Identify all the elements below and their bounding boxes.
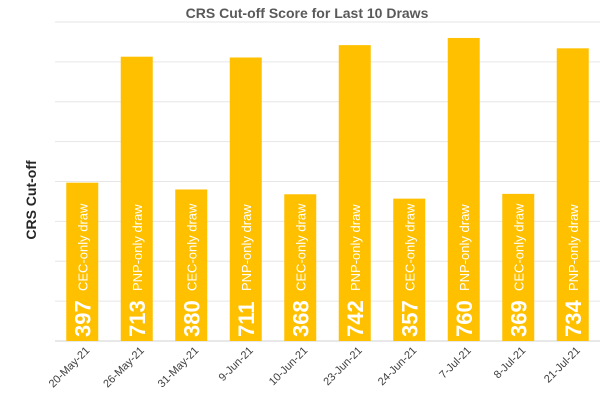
- bar-value-label: 357: [397, 300, 422, 337]
- bar-annotation: CEC-only draw: [511, 203, 526, 291]
- bar-annotation: CEC-only draw: [402, 203, 417, 291]
- x-tick-label: 26-May-21: [101, 345, 147, 391]
- bar-value-label: 397: [70, 300, 95, 337]
- bar-value-label: 760: [452, 300, 477, 337]
- bar-group: 760 PNP-only draw: [447, 37, 480, 341]
- bar: [175, 189, 208, 341]
- bar-group: 368 CEC-only draw: [284, 194, 317, 341]
- x-tick-label: 31-May-21: [156, 345, 202, 391]
- bar-value-label: 368: [288, 300, 313, 337]
- bar: [502, 193, 535, 341]
- bar: [393, 198, 426, 341]
- bar: [120, 56, 153, 341]
- x-tick-label: 7-Jul-21: [437, 345, 474, 382]
- bar-value-label: 711: [234, 302, 259, 338]
- bar-value-label: 713: [125, 300, 150, 337]
- bar-group: 734 PNP-only draw: [556, 48, 589, 341]
- bar-group: 369 CEC-only draw: [502, 193, 535, 341]
- x-tick-label: 10-Jun-21: [267, 345, 311, 389]
- bar-annotation: CEC-only draw: [75, 203, 90, 291]
- x-tick-label: 9-Jun-21: [217, 345, 256, 384]
- bar-annotation: PNP-only draw: [566, 204, 581, 291]
- bar: [556, 48, 589, 341]
- x-tick-label: 8-Jul-21: [492, 345, 529, 382]
- x-axis-ticks: 20-May-21 26-May-21 31-May-21 9-Jun-21 10-Ju…: [47, 345, 583, 391]
- bar-annotation: PNP-only draw: [457, 204, 472, 291]
- bar-group: 357 CEC-only draw: [393, 198, 426, 341]
- x-tick-label: 20-May-21: [47, 345, 93, 391]
- bar-value-label: 734: [561, 300, 586, 337]
- x-tick-label: 24-Jun-21: [376, 345, 420, 389]
- bar: [338, 45, 371, 341]
- bar-group: 380 CEC-only draw: [175, 189, 208, 341]
- bar-annotation: CEC-only draw: [184, 203, 199, 291]
- bar-group: 397 CEC-only draw: [66, 182, 99, 341]
- y-axis-label: CRS Cut-off: [23, 160, 39, 240]
- chart-title: CRS Cut-off Score for Last 10 Draws: [186, 5, 429, 21]
- bar-annotation: PNP-only draw: [348, 204, 363, 291]
- bar-group: 713 PNP-only draw: [120, 56, 153, 341]
- bar: [66, 182, 99, 341]
- x-tick-label: 23-Jun-21: [321, 345, 365, 389]
- bar-annotation: CEC-only draw: [293, 203, 308, 291]
- bar: [229, 57, 262, 342]
- bar-group: 742 PNP-only draw: [338, 45, 371, 341]
- bar-value-label: 369: [506, 300, 531, 337]
- bar-value-label: 380: [179, 300, 204, 337]
- bar-value-label: 742: [343, 300, 368, 337]
- x-tick-label: 21-Jul-21: [542, 345, 583, 386]
- bar: [284, 194, 317, 341]
- bar: [447, 37, 480, 341]
- bar-annotation: PNP-only draw: [239, 204, 254, 291]
- bar-group: 711 PNP-only draw: [229, 57, 262, 342]
- bars: 397 CEC-only draw 713 PNP-only draw 380 CEC-o…: [66, 37, 589, 342]
- bar-annotation: PNP-only draw: [130, 204, 145, 291]
